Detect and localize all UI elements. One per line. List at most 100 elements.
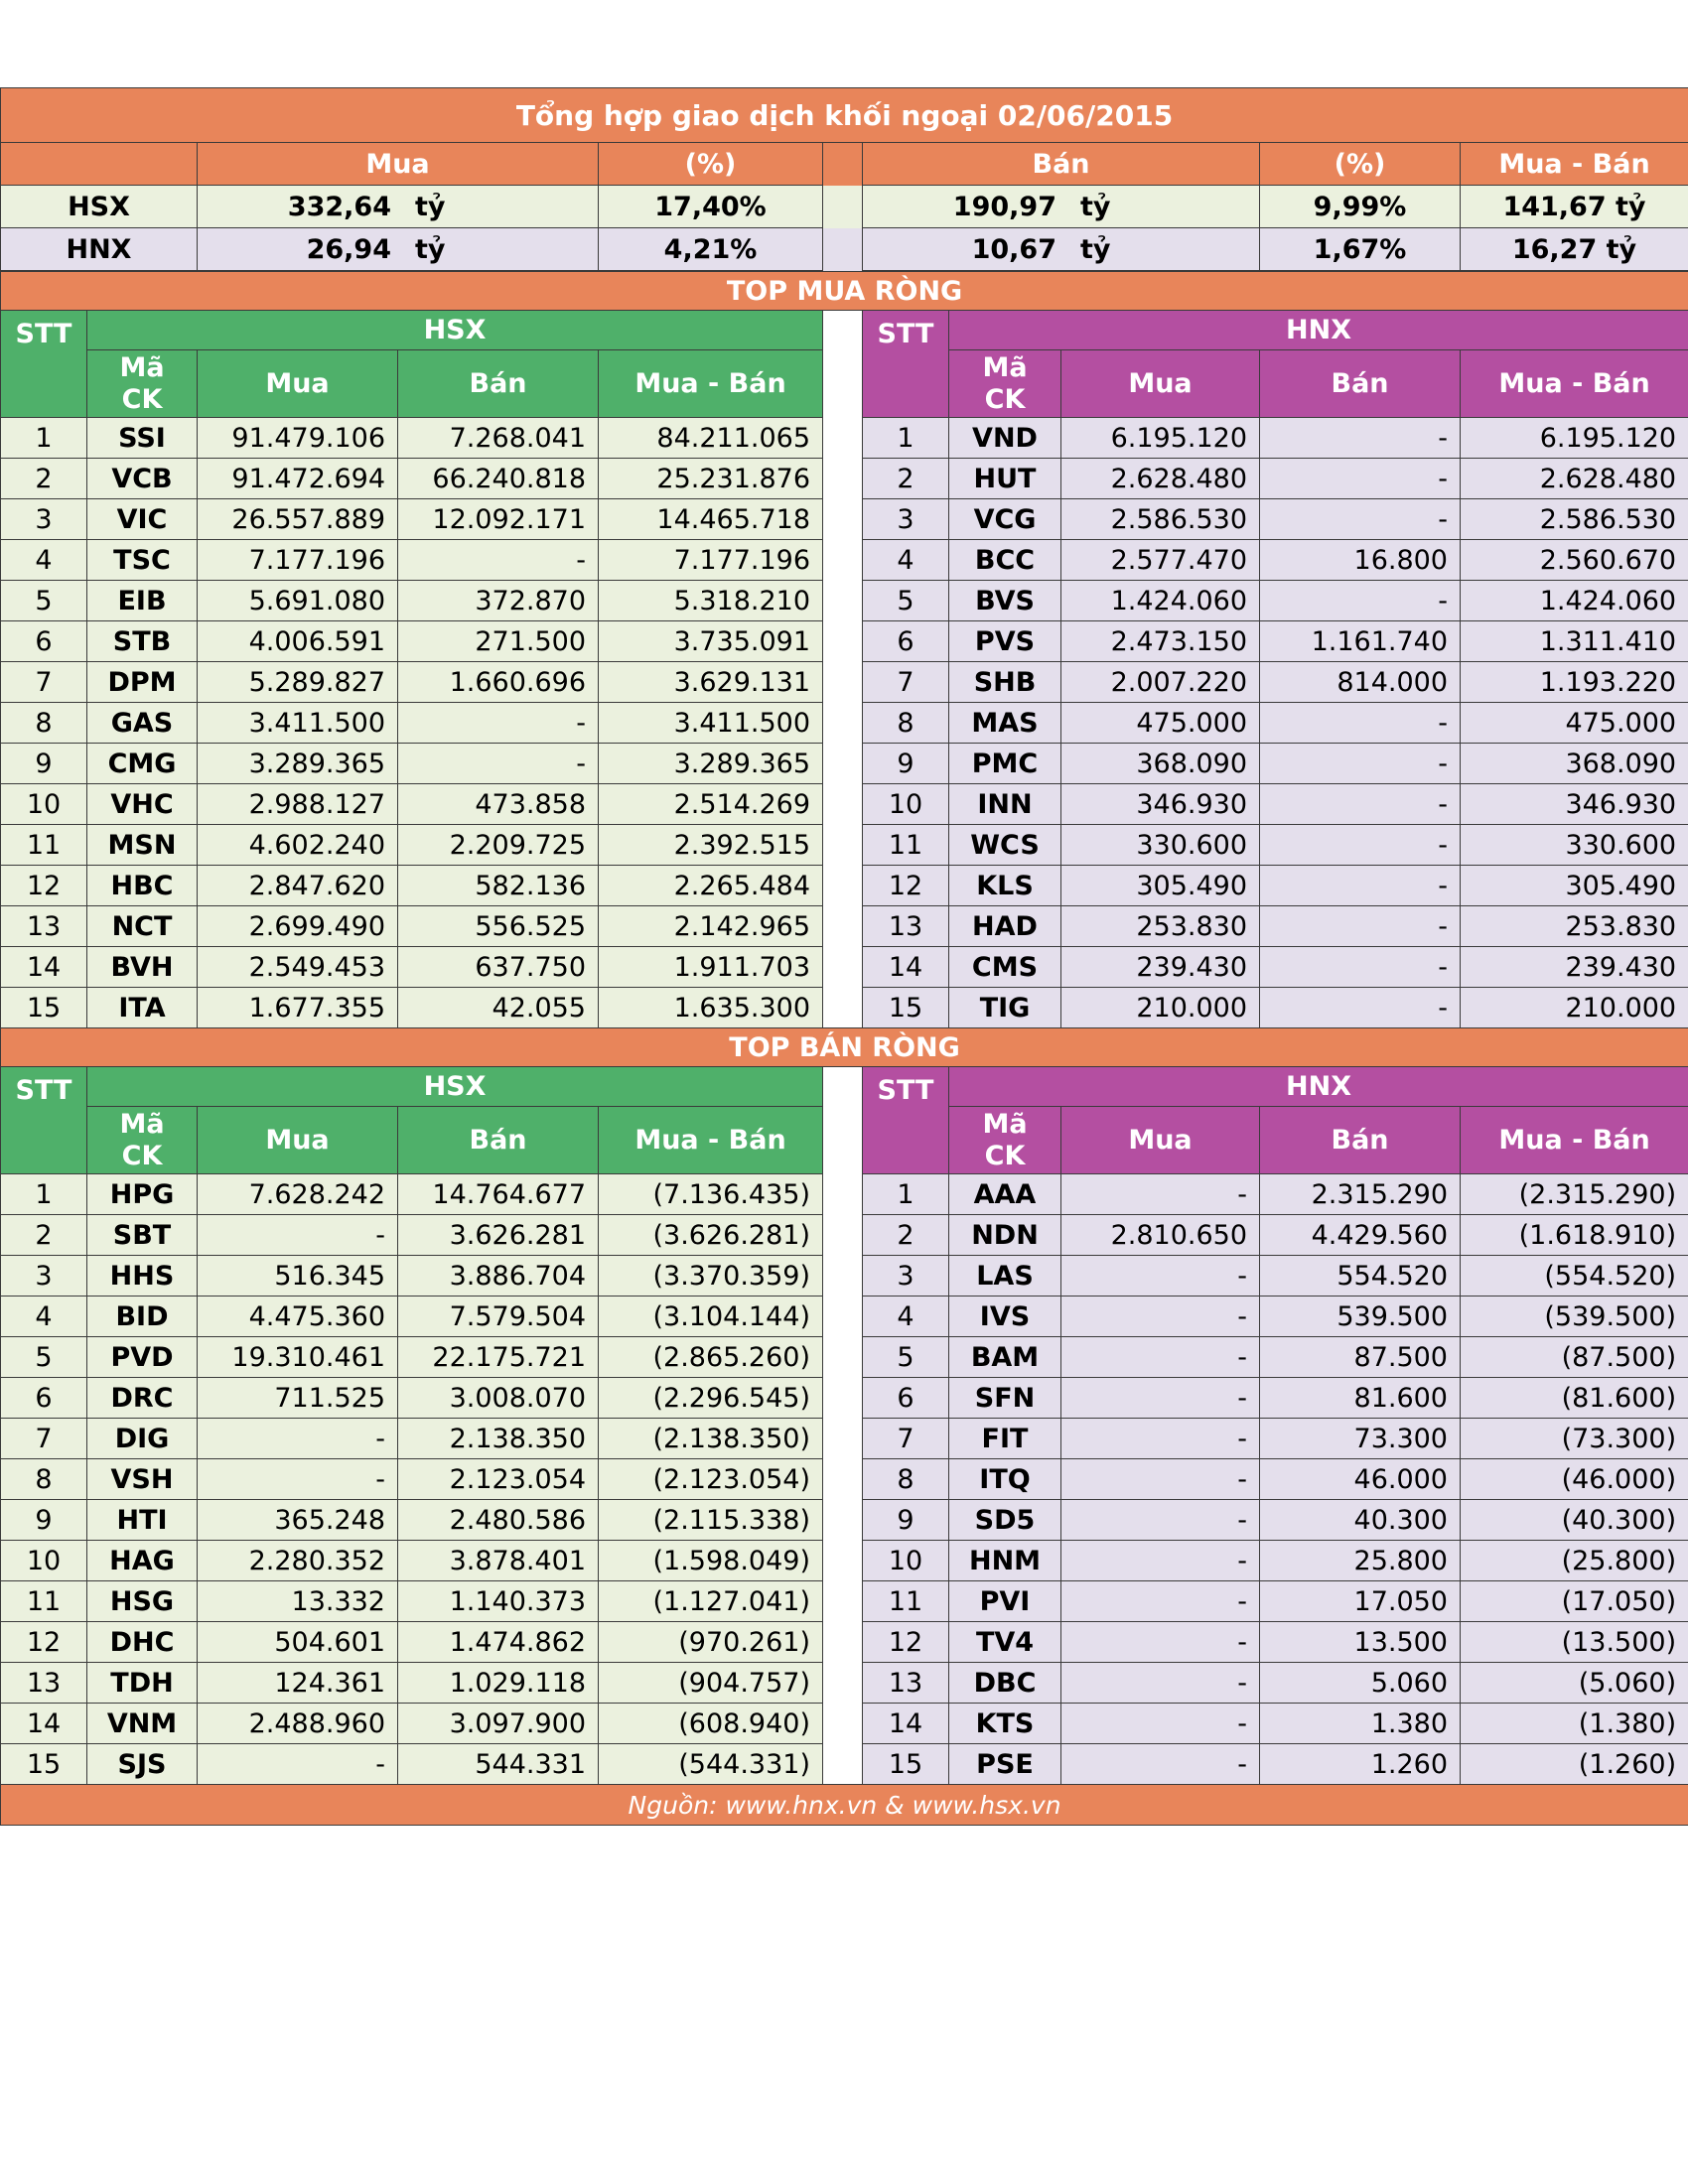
hnx-buy-cell: 253.830: [1060, 905, 1260, 947]
column-gap: [822, 1499, 863, 1541]
hsx-sell-cell: 3.097.900: [397, 1703, 599, 1744]
column-gap: [822, 1377, 863, 1419]
hnx-net-cell: (1.618.910): [1459, 1214, 1688, 1256]
hsx-buy-cell: 91.472.694: [197, 458, 398, 499]
hsx-ticker-cell: MSN: [86, 824, 198, 866]
hsx-stt-cell: 2: [0, 1214, 87, 1256]
hsx-sell-cell: 3.008.070: [397, 1377, 599, 1419]
hsx-buy-cell: 2.988.127: [197, 783, 398, 825]
hsx-stt-cell: 6: [0, 620, 87, 662]
hsx-sell-cell: 42.055: [397, 987, 599, 1028]
table-row: 14 BVH 2.549.453 637.750 1.911.703 14 CMS 239.4…: [0, 946, 1688, 988]
hnx-ticker-cell: FIT: [948, 1418, 1061, 1459]
hsx-stt-cell: 3: [0, 1255, 87, 1297]
hnx-ticker-cell: PMC: [948, 743, 1061, 784]
hsx-sell-cell: 2.480.586: [397, 1499, 599, 1541]
hnx-net-cell: (46.000): [1459, 1458, 1688, 1500]
hsx-sell-cell: 2.138.350: [397, 1418, 599, 1459]
hnx-buy-cell: 1.424.060: [1060, 580, 1260, 621]
hsx-net-cell: (2.865.260): [598, 1336, 823, 1378]
summary-buy-pct: 4,21%: [598, 227, 823, 271]
hnx-buy-cell: -: [1060, 1336, 1260, 1378]
hnx-stt-cell: 12: [862, 1621, 949, 1663]
hnx-net-cell: (81.600): [1459, 1377, 1688, 1419]
top-buy-rows: 1 SSI 91.479.106 7.268.041 84.211.065 1 VND 6.1…: [0, 417, 1688, 1028]
hnx-group-header: HNX: [947, 1066, 1688, 1107]
hnx-sell-cell: -: [1259, 865, 1461, 906]
summary-header-blank: [0, 142, 198, 186]
column-gap: [822, 1662, 863, 1704]
hnx-buy-cell: -: [1060, 1540, 1260, 1581]
hnx-stt-cell: 2: [862, 1214, 949, 1256]
summary-header-ban: Bán: [862, 142, 1260, 186]
hsx-stt-cell: 4: [0, 539, 87, 581]
table-row: 14 VNM 2.488.960 3.097.900 (608.940) 14 KTS -1.…: [0, 1703, 1688, 1744]
hsx-stt-cell: 9: [0, 743, 87, 784]
hnx-stt-cell: 13: [862, 1662, 949, 1704]
table-row: 9 HTI 365.248 2.480.586 (2.115.338) 9 SD5-40.3…: [0, 1499, 1688, 1541]
hnx-stt-cell: 9: [862, 1499, 949, 1541]
hnx-stt-cell: 13: [862, 905, 949, 947]
hnx-sell-cell: -: [1259, 702, 1461, 744]
hnx-net-cell: 330.600: [1459, 824, 1688, 866]
hsx-ticker-cell: SBT: [86, 1214, 198, 1256]
hnx-sell-cell: 13.500: [1259, 1621, 1461, 1663]
hsx-ticker-cell: VNM: [86, 1703, 198, 1744]
table-row: 5 EIB 5.691.080 372.870 5.318.210 5 BVS 1.424.0…: [0, 580, 1688, 621]
hsx-stt-cell: 10: [0, 1540, 87, 1581]
column-gap: [822, 1458, 863, 1500]
hnx-ticker-cell: SFN: [948, 1377, 1061, 1419]
hnx-buy-cell: 2.628.480: [1060, 458, 1260, 499]
hsx-stt-cell: 8: [0, 1458, 87, 1500]
hsx-ticker-cell: DIG: [86, 1418, 198, 1459]
hnx-net-cell: (2.315.290): [1459, 1173, 1688, 1215]
hsx-net-cell: 2.514.269: [598, 783, 823, 825]
hnx-buy-cell: -: [1060, 1377, 1260, 1419]
table-row: 4 BID 4.475.360 7.579.504 (3.104.144) 4 IVS -53…: [0, 1296, 1688, 1337]
hnx-stt-cell: 5: [862, 1336, 949, 1378]
stt-header: STT: [862, 1066, 949, 1174]
hnx-buy-cell: 475.000: [1060, 702, 1260, 744]
hsx-stt-cell: 1: [0, 1173, 87, 1215]
ma-ck-header: Mã CK: [86, 349, 198, 418]
hsx-buy-cell: 7.628.242: [197, 1173, 398, 1215]
top-buy-title: TOP MUA RÒNG: [0, 271, 1688, 311]
hsx-sell-cell: 637.750: [397, 946, 599, 988]
hsx-ticker-cell: STB: [86, 620, 198, 662]
hsx-stt-cell: 5: [0, 580, 87, 621]
hsx-stt-cell: 13: [0, 905, 87, 947]
hsx-buy-cell: 26.557.889: [197, 498, 398, 540]
hnx-buy-cell: -: [1060, 1662, 1260, 1704]
hnx-sell-cell: -: [1259, 743, 1461, 784]
table-row: 12 DHC 504.601 1.474.862 (970.261) 12 TV4-13.5…: [0, 1621, 1688, 1663]
hnx-stt-cell: 8: [862, 702, 949, 744]
hnx-net-cell: (25.800): [1459, 1540, 1688, 1581]
column-gap: [822, 539, 863, 581]
hsx-net-cell: 25.231.876: [598, 458, 823, 499]
hsx-stt-cell: 7: [0, 1418, 87, 1459]
hsx-ticker-cell: TSC: [86, 539, 198, 581]
hnx-stt-cell: 11: [862, 1580, 949, 1622]
hnx-sell-cell: 16.800: [1259, 539, 1461, 581]
summary-sell-amount: 190,97 tỷ: [862, 185, 1260, 228]
hnx-ticker-cell: IVS: [948, 1296, 1061, 1337]
summary-label: HNX: [0, 227, 198, 271]
hnx-sell-cell: -: [1259, 498, 1461, 540]
hnx-sell-cell: 46.000: [1259, 1458, 1461, 1500]
hnx-sell-cell: 73.300: [1259, 1418, 1461, 1459]
hnx-buy-cell: 6.195.120: [1060, 417, 1260, 459]
hnx-buy-cell: -: [1060, 1499, 1260, 1541]
hnx-net-cell: 1.424.060: [1459, 580, 1688, 621]
hsx-sell-cell: 12.092.171: [397, 498, 599, 540]
hsx-sell-cell: 2.209.725: [397, 824, 599, 866]
hnx-sell-cell: 1.380: [1259, 1703, 1461, 1744]
hsx-ticker-cell: BID: [86, 1296, 198, 1337]
hnx-buy-cell: -: [1060, 1418, 1260, 1459]
hsx-stt-cell: 15: [0, 987, 87, 1028]
summary-header-gap: [822, 142, 863, 186]
hnx-net-cell: 210.000: [1459, 987, 1688, 1028]
hsx-net-cell: (1.127.041): [598, 1580, 823, 1622]
column-gap: [822, 1540, 863, 1581]
hnx-ticker-cell: HUT: [948, 458, 1061, 499]
hsx-stt-cell: 6: [0, 1377, 87, 1419]
